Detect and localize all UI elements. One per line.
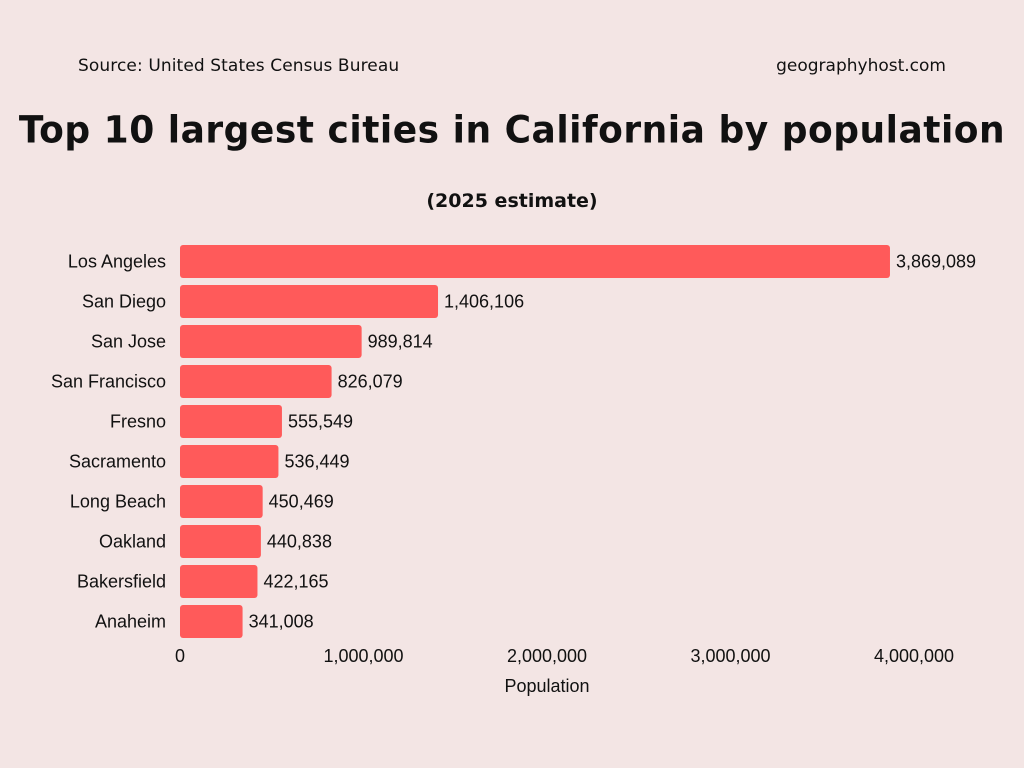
value-label: 450,469 (269, 492, 334, 512)
category-label: Long Beach (70, 492, 166, 512)
value-label: 422,165 (263, 572, 328, 592)
bar-fresno (180, 405, 282, 438)
bar-los-angeles (180, 245, 890, 278)
value-label: 341,008 (249, 612, 314, 632)
category-label: San Jose (91, 332, 166, 352)
category-label: Los Angeles (68, 252, 166, 272)
bar-bakersfield (180, 565, 258, 598)
chart-subtitle: (2025 estimate) (426, 190, 598, 212)
bar-san-diego (180, 285, 439, 318)
bar-anaheim (180, 605, 243, 638)
bar-oakland (180, 525, 261, 558)
category-label: Sacramento (69, 452, 166, 472)
category-label: Fresno (110, 412, 166, 432)
category-label: San Diego (82, 292, 166, 312)
x-tick-label: 4,000,000 (874, 646, 954, 666)
value-label: 1,406,106 (444, 292, 524, 312)
site-name: geographyhost.com (776, 56, 946, 76)
bar-long-beach (180, 485, 263, 518)
value-label: 826,079 (338, 372, 403, 392)
value-label: 989,814 (368, 332, 433, 352)
x-axis-label: Population (504, 676, 589, 696)
bar-san-francisco (180, 365, 332, 398)
x-tick-label: 0 (175, 646, 185, 666)
value-label: 555,549 (288, 412, 353, 432)
category-label: Oakland (99, 532, 166, 552)
x-tick-label: 3,000,000 (690, 646, 770, 666)
category-label: Bakersfield (77, 572, 166, 592)
bar-sacramento (180, 445, 279, 478)
chart-title: Top 10 largest cities in California by p… (18, 108, 1006, 153)
category-label: San Francisco (51, 372, 166, 392)
category-label: Anaheim (95, 612, 166, 632)
source-note: Source: United States Census Bureau (78, 56, 400, 76)
value-label: 536,449 (284, 452, 349, 472)
value-label: 3,869,089 (896, 252, 976, 272)
x-tick-label: 2,000,000 (507, 646, 587, 666)
value-label: 440,838 (267, 532, 332, 552)
bar-san-jose (180, 325, 362, 358)
x-tick-label: 1,000,000 (323, 646, 403, 666)
